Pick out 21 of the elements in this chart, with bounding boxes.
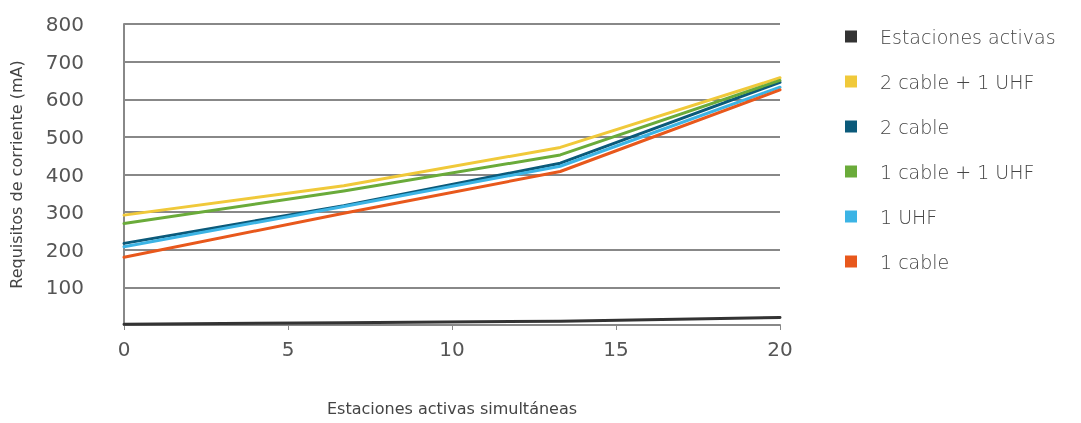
x-tick-label: 10 [439,337,465,361]
x-tick-label: 0 [117,337,131,361]
x-axis-title: Estaciones activas simultáneas [326,398,578,418]
y-tick-label: 700 [45,49,84,74]
x-tick-label: 15 [603,337,629,361]
legend-label: 1 cable + 1 UHF [880,160,1035,183]
y-tick-label: 600 [45,87,84,112]
y-axis-title: Requisitos de corriente (mA) [6,60,26,289]
y-tick-label: 400 [45,162,84,187]
y-tick-label: 100 [45,275,84,300]
y-tick-label: 200 [45,237,84,262]
legend-label: 1 UHF [880,205,938,228]
legend-label: 1 cable [880,250,950,273]
x-tick-label: 5 [281,337,295,361]
legend-label: Estaciones activas [880,25,1056,48]
y-tick-label: 800 [45,12,84,36]
y-tick-label: 300 [45,200,84,225]
legend-label: 2 cable [880,115,950,138]
x-tick-label: 20 [767,337,793,361]
legend-label: 2 cable + 1 UHF [880,70,1035,93]
y-tick-label: 500 [45,124,84,149]
